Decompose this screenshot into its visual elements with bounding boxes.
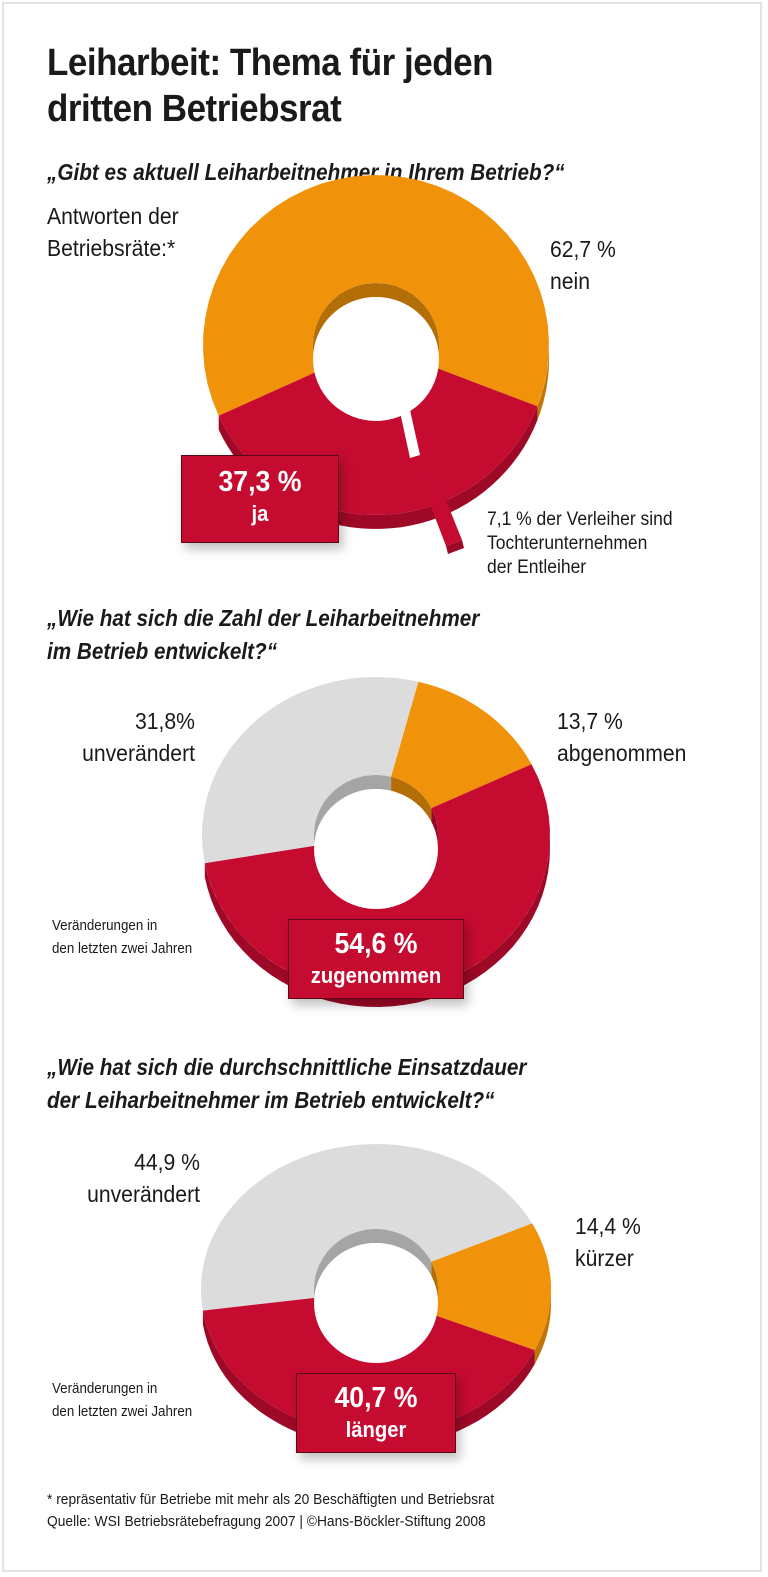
chart1-annotation-gap (400, 410, 420, 458)
chart1-subtitle-line2: Betriebsräte:* (47, 235, 176, 261)
chart2-question: „Wie hat sich die Zahl der Leiharbeitneh… (47, 602, 479, 668)
chart3-label-laenger: 40,7 % länger (296, 1373, 456, 1453)
chart3-question-line2: der Leiharbeitnehmer im Betrieb entwicke… (47, 1087, 495, 1113)
chart2-slice-1 (391, 681, 532, 809)
chart3-hole-bottom (314, 1243, 438, 1363)
chart3-note-line1: Veränderungen in (52, 1381, 158, 1397)
chart3-value-unveraendert: 44,9 % (134, 1149, 200, 1175)
chart2-note-line1: Veränderungen in (52, 918, 158, 934)
chart3-category-unveraendert: unverändert (87, 1181, 200, 1207)
chart1-value-ja: 37,3 % (218, 466, 302, 498)
chart3-label-kuerzer: 14,4 % kürzer (575, 1210, 641, 1274)
chart2-hole-wall-0 (314, 775, 392, 849)
chart1-label-ja: 37,3 % ja (181, 455, 339, 543)
title-line-2: dritten Betriebsrat (47, 88, 342, 130)
chart1-annotation-line1: 7,1 % der Verleiher sind (487, 509, 673, 530)
chart2-question-line1: „Wie hat sich die Zahl der Leiharbeitneh… (47, 605, 480, 631)
chart1-annotation-wedge (410, 448, 462, 546)
chart1-question: „Gibt es aktuell Leiharbeitnehmer in Ihr… (47, 159, 565, 185)
chart2-value-abgenommen: 13,7 % (557, 708, 623, 734)
chart3-slice-side-2 (202, 1310, 535, 1448)
chart2-note-line2: den letzten zwei Jahren (52, 941, 193, 957)
chart2-note: Veränderungen in den letzten zwei Jahren (52, 915, 192, 961)
chart2-category-zugenommen: zugenommen (310, 963, 442, 988)
chart2-slice-0 (202, 677, 419, 864)
chart2-hole-wall-2 (431, 808, 438, 849)
chart1-label-nein: 62,7 % nein (550, 233, 616, 297)
chart3-note-line2: den letzten zwei Jahren (52, 1404, 193, 1420)
source-line: Quelle: WSI Betriebsrätebefragung 2007 |… (47, 1513, 486, 1530)
chart1-value-nein: 62,7 % (550, 236, 616, 262)
chart3-value-laenger: 40,7 % (334, 1382, 418, 1414)
chart2-value-unveraendert: 31,8% (134, 708, 195, 734)
chart2-value-zugenommen: 54,6 % (334, 928, 418, 960)
chart2-label-abgenommen: 13,7 % abgenommen (557, 705, 686, 769)
chart3-hole-wall-0 (314, 1229, 432, 1303)
chart2-label-unveraendert: 31,8% unverändert (52, 705, 195, 769)
chart2-question-line2: im Betrieb entwickelt?“ (47, 638, 278, 664)
chart1-category-ja: ja (251, 501, 269, 526)
chart3-slice-0 (201, 1144, 533, 1311)
chart3-question-line1: „Wie hat sich die durchschnittliche Eins… (47, 1054, 527, 1080)
chart1-hole-wall-0 (313, 283, 439, 359)
chart3-hole-wall-1 (431, 1261, 438, 1303)
chart3-label-unveraendert: 44,9 % unverändert (53, 1146, 200, 1210)
chart2-hole-bottom (314, 789, 438, 909)
page-title: Leiharbeit: Thema für jeden dritten Betr… (47, 40, 493, 132)
chart2-category-unveraendert: unverändert (82, 740, 195, 766)
chart1-annotation: 7,1 % der Verleiher sind Tochterunterneh… (487, 508, 673, 580)
footnote: * repräsentativ für Betriebe mit mehr al… (47, 1491, 495, 1508)
chart3-question: „Wie hat sich die durchschnittliche Eins… (47, 1051, 526, 1117)
chart2-hole-wall-1 (391, 776, 432, 823)
chart3-note: Veränderungen in den letzten zwei Jahren (52, 1378, 192, 1424)
chart1-subtitle: Antworten der Betriebsräte:* (47, 200, 179, 264)
chart3-slice-side-1 (534, 1289, 551, 1365)
chart1-annotation-line3: der Entleiher (487, 557, 587, 578)
chart1-slice-0 (203, 175, 549, 416)
chart1-subtitle-line1: Antworten der (47, 203, 179, 229)
chart1-annotation-wedge-side (446, 540, 464, 554)
title-line-1: Leiharbeit: Thema für jeden (47, 42, 494, 84)
chart2-label-zugenommen: 54,6 % zugenommen (288, 919, 464, 999)
chart3-slice-1 (431, 1223, 551, 1351)
chart1-annotation-line2: Tochterunternehmen (487, 533, 648, 554)
chart1-hole-bottom (313, 297, 439, 421)
chart3-category-laenger: länger (345, 1417, 407, 1442)
chart1-category-nein: nein (550, 268, 591, 294)
chart3-category-kuerzer: kürzer (575, 1245, 634, 1271)
chart3-value-kuerzer: 14,4 % (575, 1213, 641, 1239)
chart1-slice-side-0 (537, 345, 549, 421)
chart2-category-abgenommen: abgenommen (557, 740, 687, 766)
